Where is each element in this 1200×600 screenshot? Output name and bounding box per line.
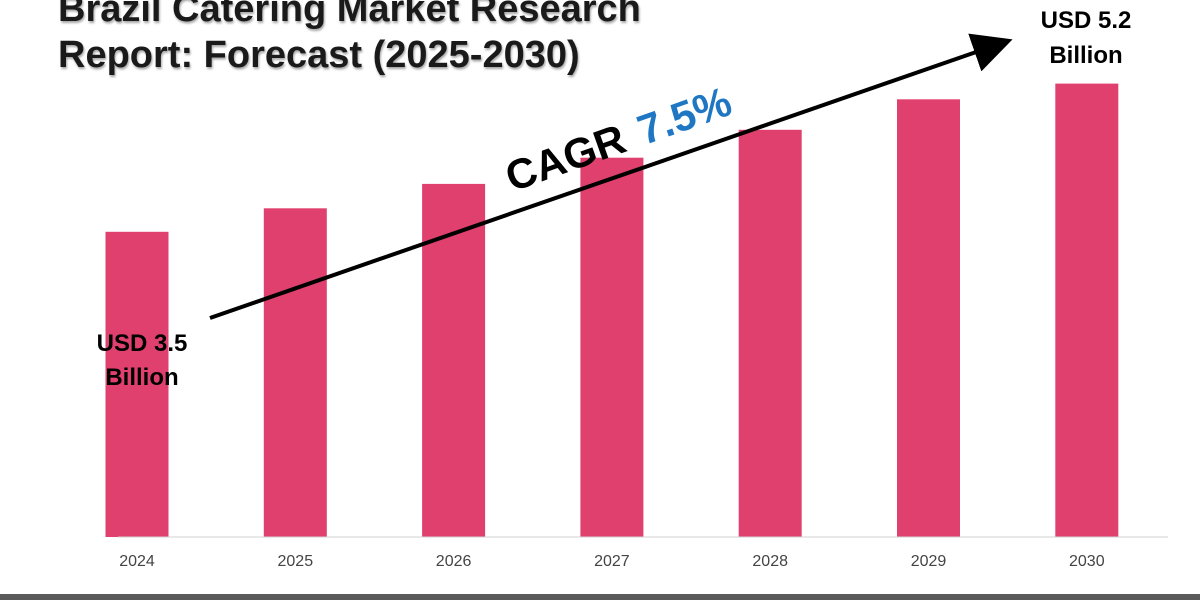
bottom-border	[0, 594, 1200, 600]
x-tick-2029: 2029	[911, 553, 947, 570]
x-axis-ticks: 2024 2025 2026 2027 2028 2029 2030	[119, 553, 1104, 570]
x-tick-2027: 2027	[594, 553, 630, 570]
bar-2027	[580, 157, 644, 537]
chart-title: Brazil Catering Market Research Report: …	[58, 0, 641, 76]
bar-2029	[897, 99, 960, 538]
bar-group	[105, 83, 1119, 538]
bar-2028	[738, 129, 802, 538]
start-value-line1: USD 3.5	[97, 330, 188, 357]
bar-2026	[422, 183, 486, 537]
x-tick-2028: 2028	[752, 553, 788, 570]
start-value-line2: Billion	[105, 364, 178, 391]
x-tick-2026: 2026	[436, 553, 472, 570]
bar-2030	[1055, 83, 1119, 537]
bar-2024	[105, 231, 169, 538]
end-value-line2: Billion	[1049, 42, 1122, 69]
trend-arrow	[209, 33, 1013, 320]
x-tick-2024: 2024	[119, 553, 155, 570]
bar-2025	[263, 208, 327, 538]
x-tick-2025: 2025	[278, 553, 314, 570]
x-tick-2030: 2030	[1069, 553, 1105, 570]
end-value-line1: USD 5.2	[1041, 7, 1132, 34]
